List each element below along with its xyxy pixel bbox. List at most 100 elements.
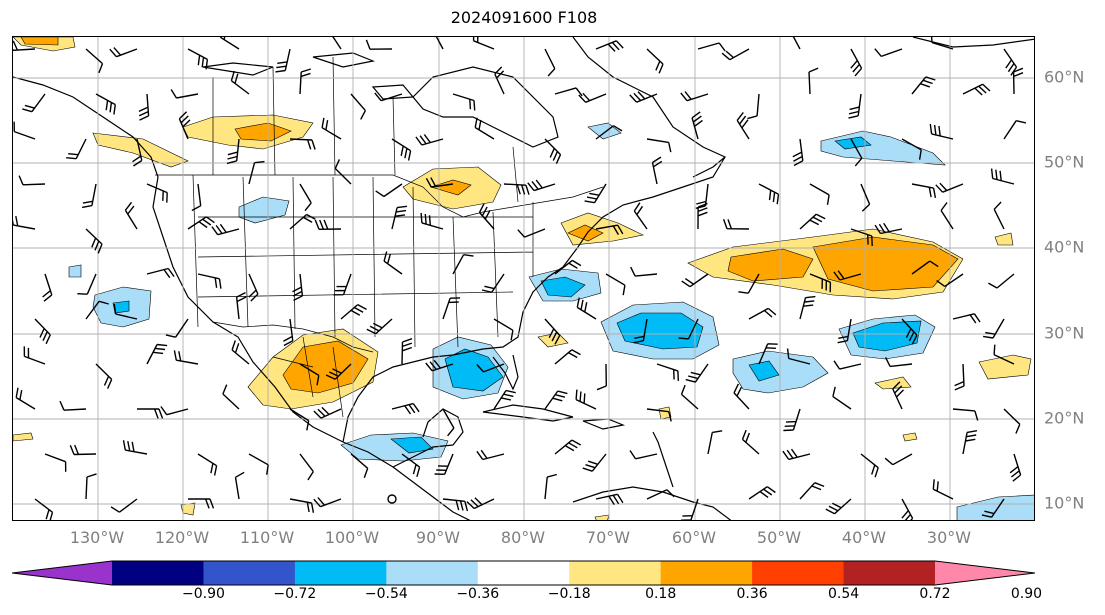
positive-region-top-left-core (20, 37, 59, 46)
latitude-label: 50°N (1044, 152, 1085, 172)
wind-barb (425, 359, 454, 372)
wind-barb (993, 201, 1005, 230)
wind-barb (77, 273, 97, 295)
wind-barb (248, 160, 265, 185)
wind-barb (503, 183, 530, 195)
wind-barb (234, 471, 245, 500)
wind-barb (633, 202, 648, 230)
wind-barb (722, 219, 750, 230)
wind-barb (85, 300, 109, 320)
us-states-grid (192, 174, 534, 348)
north-america-west-coast (13, 76, 471, 520)
wind-barb (595, 40, 624, 52)
wind-barb (808, 67, 819, 95)
wind-barb (932, 479, 954, 500)
wind-barb (146, 343, 168, 365)
wind-barb (736, 111, 750, 140)
cuba (482, 404, 574, 422)
colorbar (12, 560, 1035, 586)
colorbar-tick-label: −0.54 (364, 586, 408, 602)
wind-barb (884, 453, 913, 466)
wind-barb (629, 450, 658, 460)
positive-region-great-lakes-core (429, 179, 472, 196)
wind-barb (733, 383, 750, 410)
wind-barb (554, 259, 582, 275)
wind-barb (554, 439, 582, 455)
wind-barb (544, 48, 556, 77)
wind-barb (248, 273, 259, 302)
colorbar-segment (203, 561, 296, 585)
wind-barb (69, 444, 97, 456)
canada-provinces (212, 56, 519, 203)
wind-barb (95, 93, 116, 115)
wind-barb (211, 223, 240, 236)
negative-region-mid-atlantic-core (852, 320, 922, 352)
wind-barb (350, 453, 369, 478)
wind-barb (365, 39, 393, 50)
wind-barb (110, 498, 138, 513)
wind-barb (1003, 120, 1027, 140)
longitude-label: 90°W (415, 528, 461, 547)
wind-barb (962, 83, 991, 96)
wind-barb (34, 318, 51, 345)
arctic-islands (202, 52, 415, 100)
wind-barb (544, 390, 568, 410)
wind-barb (95, 363, 113, 389)
greenland-edge (912, 37, 1034, 48)
wind-barb (809, 183, 830, 205)
wind-barb (452, 93, 476, 111)
wind-barb (911, 260, 939, 275)
wind-barb (901, 138, 922, 160)
positive-region-south-b (594, 514, 610, 520)
wind-barb (18, 175, 46, 186)
wind-barb (786, 348, 811, 365)
wind-barb (160, 406, 189, 416)
colorbar-segment (386, 561, 479, 585)
wind-barb (646, 489, 675, 500)
positive-region-mexico-core (282, 340, 369, 394)
wind-barb (187, 216, 215, 230)
wind-barb (478, 203, 495, 230)
wind-barb (575, 389, 597, 410)
wind-barb (578, 92, 607, 103)
wind-barb (292, 273, 304, 302)
colorbar-tick-label: −0.72 (273, 586, 317, 602)
longitude-label: 130°W (69, 528, 125, 547)
florida (492, 354, 519, 391)
labrador (572, 37, 727, 178)
wind-barb (792, 37, 801, 50)
wind-barb (219, 37, 240, 50)
wind-barb (782, 448, 811, 461)
wind-barb (1003, 408, 1021, 434)
latitude-label: 10°N (1044, 493, 1085, 513)
wind-barb (929, 123, 954, 140)
wind-barb (940, 202, 954, 230)
longitude-label: 70°W (585, 528, 631, 547)
wind-barb (892, 381, 904, 410)
wind-barb (314, 219, 342, 230)
wind-barb (697, 42, 726, 52)
wind-barb (313, 497, 342, 508)
wind-barb (81, 183, 97, 209)
wind-barb (741, 429, 760, 455)
positive-region-ne-coast-core (567, 224, 604, 242)
wind-barb (799, 213, 826, 230)
wind-barb (952, 313, 981, 324)
wind-barb (1009, 453, 1022, 482)
wind-barb (837, 318, 852, 344)
wind-barb (517, 228, 546, 238)
wind-barb (646, 138, 672, 153)
wind-barb (493, 389, 516, 410)
wind-barb (576, 297, 597, 320)
wind-barb (748, 486, 776, 500)
mexico-states (272, 336, 344, 418)
wind-barb (231, 340, 250, 365)
wind-barb (321, 117, 342, 140)
wind-barb (391, 138, 412, 161)
wind-barb (289, 408, 310, 431)
wind-barb (633, 318, 648, 344)
wind-barb (472, 37, 495, 50)
wind-barb (544, 473, 557, 500)
wind-barb (44, 453, 67, 472)
wind-barb (132, 138, 143, 167)
